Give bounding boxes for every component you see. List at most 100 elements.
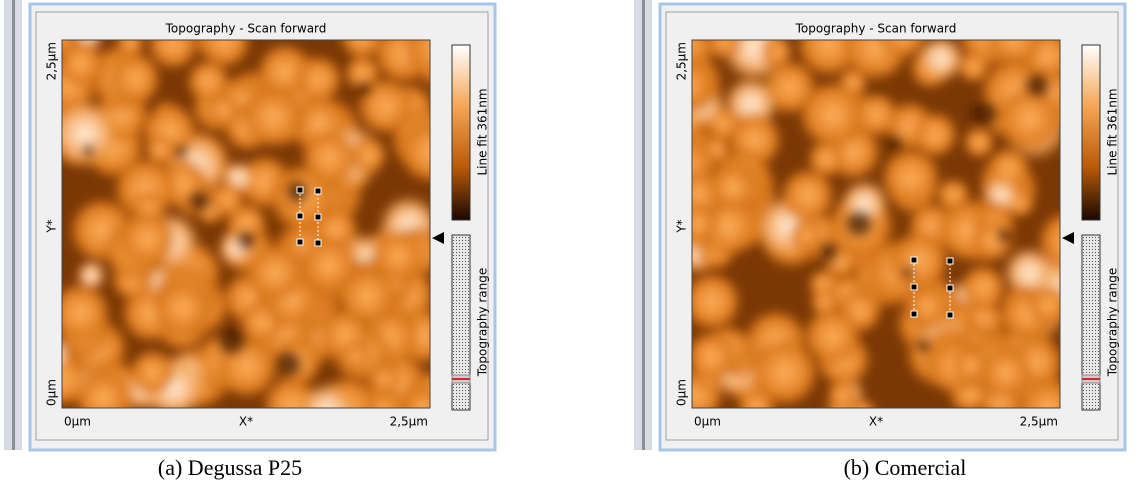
y-label-bottom: 0µm	[675, 379, 689, 406]
y-label-top: 2,5µm	[45, 42, 59, 80]
grain	[185, 58, 231, 104]
grain	[797, 79, 868, 151]
pit	[188, 190, 211, 213]
colorbar	[1081, 44, 1101, 221]
range-label: Topography range	[1106, 268, 1120, 378]
grains	[692, 40, 1060, 408]
afm-window: Topography - Scan forward 2,5µm Y* 0µm 0µm X*…	[634, 0, 1127, 480]
image-border	[61, 39, 431, 409]
x-label-mid: X*	[239, 415, 253, 429]
colorbar-label: Line fit 361nm	[476, 88, 490, 175]
grain	[760, 40, 794, 69]
grain	[244, 242, 306, 303]
grain	[707, 162, 759, 213]
x-label-left: 0µm	[64, 415, 91, 429]
grain	[1027, 284, 1060, 327]
pit	[174, 144, 188, 159]
marker-handle	[910, 283, 918, 291]
grain	[339, 40, 385, 61]
grain	[117, 208, 178, 269]
grain	[196, 40, 253, 70]
grain	[62, 281, 112, 345]
pit	[971, 100, 999, 127]
marker-handle	[314, 239, 322, 247]
marker-handle	[910, 256, 918, 264]
pit	[217, 327, 246, 356]
pit	[356, 81, 373, 97]
pit	[274, 350, 302, 378]
marker-handle	[296, 238, 304, 246]
grain	[852, 91, 900, 139]
range-bar	[1081, 234, 1101, 411]
grain	[336, 264, 399, 328]
grain	[62, 98, 120, 169]
colorbar	[451, 44, 471, 221]
window-edge	[642, 0, 645, 450]
grain	[956, 50, 991, 84]
grain	[73, 368, 134, 408]
range-bar	[451, 234, 471, 411]
pit	[886, 134, 904, 152]
grain	[692, 330, 738, 384]
grain	[340, 341, 371, 372]
grain	[887, 229, 951, 293]
grain	[298, 381, 356, 408]
marker-handle	[314, 213, 322, 221]
grain	[978, 345, 1034, 401]
panel-title: Topography - Scan forward	[795, 22, 957, 36]
y-label-mid: Y*	[675, 219, 689, 233]
marker-handle	[946, 257, 954, 265]
grain	[749, 336, 821, 408]
marker-handle	[910, 310, 918, 318]
line-markers	[296, 186, 322, 247]
marker-handle	[946, 311, 954, 319]
line-markers	[910, 256, 954, 319]
grain	[801, 305, 863, 367]
grain	[206, 93, 241, 127]
pit	[236, 230, 256, 250]
grain	[152, 277, 214, 339]
grain	[959, 263, 1007, 312]
image-border	[691, 39, 1061, 409]
grain	[146, 40, 200, 71]
grain	[240, 84, 306, 150]
colorbar-label: Line fit 361nm	[1106, 88, 1120, 175]
grain	[108, 51, 162, 106]
grain	[208, 181, 246, 218]
pit	[901, 266, 915, 279]
grain	[995, 84, 1060, 153]
grain	[62, 339, 73, 371]
marker-handle	[946, 284, 954, 292]
marker-handle	[314, 187, 322, 195]
grain	[877, 40, 928, 61]
marker-handle	[296, 212, 304, 220]
pit	[916, 338, 931, 353]
grain	[911, 110, 959, 159]
grain	[368, 362, 401, 396]
grain	[397, 118, 430, 185]
pit	[996, 228, 1012, 244]
x-label-right: 2,5µm	[390, 415, 428, 429]
grain	[399, 384, 430, 408]
grain	[402, 40, 430, 82]
grain	[962, 126, 996, 159]
grain	[789, 218, 825, 254]
pit	[818, 241, 839, 263]
y-label-bottom: 0µm	[45, 379, 59, 406]
x-label-mid: X*	[869, 415, 883, 429]
pit	[1025, 72, 1050, 98]
grain	[144, 133, 177, 166]
grain	[299, 128, 359, 188]
x-label-left: 0µm	[694, 415, 721, 429]
y-label-top: 2,5µm	[675, 42, 689, 80]
range-arrow	[1062, 232, 1074, 244]
marker-handle	[296, 186, 304, 194]
afm-window: Topography - Scan forward 2,5µm Y* 0µm 0µm X*…	[4, 0, 497, 480]
grain	[916, 40, 965, 83]
grain	[348, 135, 388, 175]
topography-image	[62, 40, 430, 408]
x-label-right: 2,5µm	[1020, 415, 1058, 429]
grain	[692, 201, 719, 245]
